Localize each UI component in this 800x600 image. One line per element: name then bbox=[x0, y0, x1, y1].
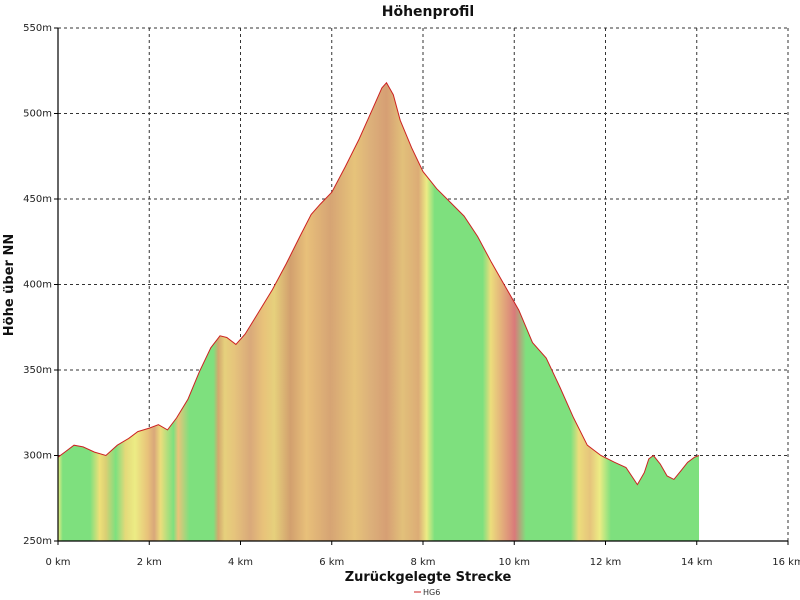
x-tick-label: 10 km bbox=[499, 557, 530, 568]
series-line-hg6 bbox=[57, 81, 700, 486]
x-tick-label: 4 km bbox=[228, 557, 253, 568]
x-tick-label: 6 km bbox=[319, 557, 344, 568]
y-tick-label: 550m bbox=[23, 23, 52, 34]
legend: HG6 bbox=[414, 588, 440, 597]
x-tick-label: 8 km bbox=[410, 557, 435, 568]
y-tick-label: 500m bbox=[23, 109, 52, 120]
x-tick-label: 16 km bbox=[772, 557, 800, 568]
y-axis-label: Höhe über NN bbox=[2, 234, 17, 336]
y-tick-label: 350m bbox=[23, 365, 52, 376]
y-tick-label: 400m bbox=[23, 280, 52, 291]
y-tick-label: 450m bbox=[23, 194, 52, 205]
elevation-area bbox=[58, 82, 700, 541]
y-tick-label: 250m bbox=[23, 536, 52, 547]
chart-title: Höhenprofil bbox=[382, 4, 474, 20]
x-tick-label: 14 km bbox=[681, 557, 712, 568]
x-tick-label: 0 km bbox=[45, 557, 70, 568]
y-tick-label: 300m bbox=[23, 451, 52, 462]
x-tick-label: 2 km bbox=[137, 557, 162, 568]
x-axis-ticks: 0 km 2 km 4 km 6 km 8 km 10 km 12 km 14 km 16 km bbox=[45, 541, 800, 568]
y-axis-ticks: 250m 300m 350m 400m 450m 500m 550m bbox=[23, 23, 58, 547]
area-layer bbox=[57, 81, 700, 541]
x-tick-label: 12 km bbox=[590, 557, 621, 568]
x-axis-label: Zurückgelegte Strecke bbox=[345, 570, 512, 585]
legend-label: HG6 bbox=[423, 588, 440, 597]
